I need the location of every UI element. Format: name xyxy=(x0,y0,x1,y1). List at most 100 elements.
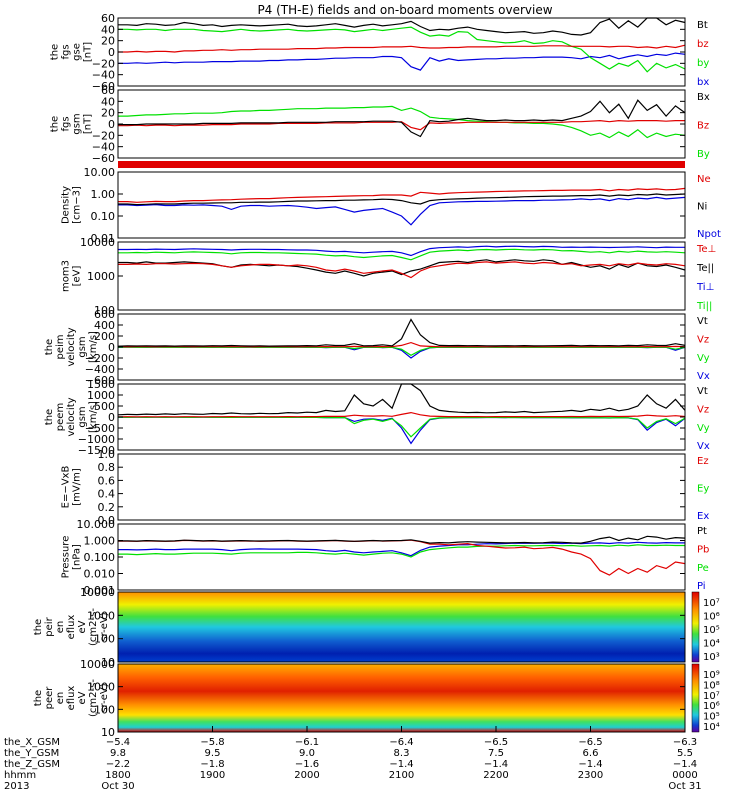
y-axis-label: the peim velocity gsm [km/s] xyxy=(44,327,99,366)
y-axis-label: the fgs gse [nT] xyxy=(50,42,94,62)
y-tick-label: 10 xyxy=(101,726,115,739)
y-axis-label: the peir en eflux eV (cm2-s-sr-eV) xyxy=(33,608,110,646)
legend-entry: Pi xyxy=(697,581,706,592)
legend-entry: Ne xyxy=(697,174,711,185)
y-tick-label: 10000 xyxy=(80,586,115,599)
x-tick-label: −6.5 xyxy=(484,737,508,748)
y-label-line: (cm2-s- xyxy=(88,608,99,646)
legend-entry: by xyxy=(697,58,709,69)
y-tick-label: 100 xyxy=(94,633,115,646)
legend-entry: Ey xyxy=(697,484,709,495)
x-row-label: the_X_GSM xyxy=(4,737,60,748)
y-tick-label: −20 xyxy=(92,57,115,70)
y-tick-label: 0.10 xyxy=(91,210,116,223)
y-label-line: [nPa] xyxy=(72,544,83,570)
x-tick-label: −2.2 xyxy=(106,759,130,770)
y-label-line: sr-eV) xyxy=(99,612,110,641)
x-tick-label: −6.5 xyxy=(578,737,602,748)
y-tick-label: 0.01 xyxy=(91,232,116,245)
y-tick-label: 0 xyxy=(108,46,115,59)
y-tick-label: 0.0 xyxy=(98,514,116,527)
y-label-line: Density xyxy=(61,186,72,224)
status-bar xyxy=(118,161,685,168)
y-label-line: gse xyxy=(72,43,83,61)
legend-entry: Pe xyxy=(697,563,709,574)
y-tick-label: 1000 xyxy=(87,270,115,283)
series-Ni-line xyxy=(118,193,686,206)
y-label-line: peim xyxy=(55,334,66,359)
legend-entry: Ez xyxy=(697,456,709,467)
panel-frame xyxy=(117,591,686,663)
colorbar-tick-label: 10³ xyxy=(703,652,720,663)
series-By-line xyxy=(118,105,686,139)
series-Vt-line xyxy=(117,318,686,347)
legend-entry: Pb xyxy=(697,544,709,555)
y-tick-label: 200 xyxy=(94,330,115,343)
y-label-line: the xyxy=(33,619,44,635)
y-tick-label: 1.0 xyxy=(98,448,116,461)
y-tick-label: 0.2 xyxy=(98,501,116,514)
series-by-line xyxy=(118,26,686,73)
y-label-line: gsm xyxy=(72,113,83,134)
legend-entry: Ex xyxy=(697,511,709,522)
legend-entry: Vy xyxy=(697,423,710,434)
y-label-line: the xyxy=(44,409,55,425)
x-tick-label: 2100 xyxy=(389,770,414,781)
y-label-line: velocity xyxy=(66,327,77,366)
y-label-line: the xyxy=(44,339,55,355)
y-label-line: [cm−3] xyxy=(72,186,83,224)
x-tick-label: −1.4 xyxy=(484,759,508,770)
y-tick-label: 1.00 xyxy=(91,188,116,201)
y-tick-label: 500 xyxy=(94,400,115,413)
y-tick-label: 60 xyxy=(101,12,115,25)
colorbar-tick-label: 10⁶ xyxy=(703,701,720,712)
legend-entry: Bx xyxy=(697,92,710,103)
y-tick-label: 0 xyxy=(108,411,115,424)
legend-entry: bz xyxy=(697,39,709,50)
y-axis-label: the fgs gsm [nT] xyxy=(50,113,94,134)
y-tick-label: 60 xyxy=(101,84,115,97)
colorbar-electron xyxy=(691,663,700,733)
y-tick-label: 400 xyxy=(94,319,115,332)
y-tick-label: 10000 xyxy=(80,658,115,671)
y-tick-label: 1500 xyxy=(87,378,115,391)
legend-entry: Vx xyxy=(697,441,710,452)
x-tick-label: 2300 xyxy=(578,770,603,781)
x-tick-label: −5.4 xyxy=(106,737,130,748)
x-tick-label: 8.3 xyxy=(394,748,410,759)
y-tick-label: −400 xyxy=(85,363,115,376)
y-label-line: [nT] xyxy=(83,114,94,134)
y-tick-label: −60 xyxy=(92,152,115,165)
y-tick-label: 20 xyxy=(101,35,115,48)
series-Vy-line xyxy=(117,346,686,356)
x-tick-label: 9.5 xyxy=(205,748,221,759)
y-tick-label: −1000 xyxy=(78,433,115,446)
y-tick-label: 0.4 xyxy=(98,488,116,501)
y-label-line: Pressure xyxy=(61,536,72,579)
x-tick-label: 2200 xyxy=(483,770,508,781)
y-axis-label: Density [cm−3] xyxy=(61,186,83,224)
colorbar-tick-label: 10⁵ xyxy=(703,625,720,636)
series-Pe-line xyxy=(118,544,685,558)
y-label-line: the xyxy=(50,116,61,132)
x-tick-label: −5.8 xyxy=(200,737,224,748)
y-tick-label: −20 xyxy=(92,129,115,142)
y-label-line: the xyxy=(50,44,61,60)
y-label-line: eflux xyxy=(66,615,77,640)
y-tick-label: 100 xyxy=(94,304,115,317)
y-label-line: [nT] xyxy=(83,42,94,62)
y-label-line: [mV/m] xyxy=(72,468,83,506)
legend-entry: Ti|| xyxy=(696,301,712,312)
x-row-label: 2013 xyxy=(4,781,29,792)
x-tick-label: −6.3 xyxy=(673,737,697,748)
y-tick-label: 10.00 xyxy=(84,166,116,179)
y-tick-label: 10.000 xyxy=(77,518,116,531)
colorbar-tick-label: 10⁴ xyxy=(703,722,720,733)
legend-entry: Ti⊥ xyxy=(696,282,714,293)
series-Vz-line xyxy=(117,341,686,348)
y-label-line: E=−VxB xyxy=(61,466,72,509)
colorbar-ion xyxy=(691,591,700,663)
legend-entry: Vy xyxy=(697,353,710,364)
y-axis-label: Pressure [nPa] xyxy=(61,536,83,579)
y-label-line: the xyxy=(33,690,44,706)
